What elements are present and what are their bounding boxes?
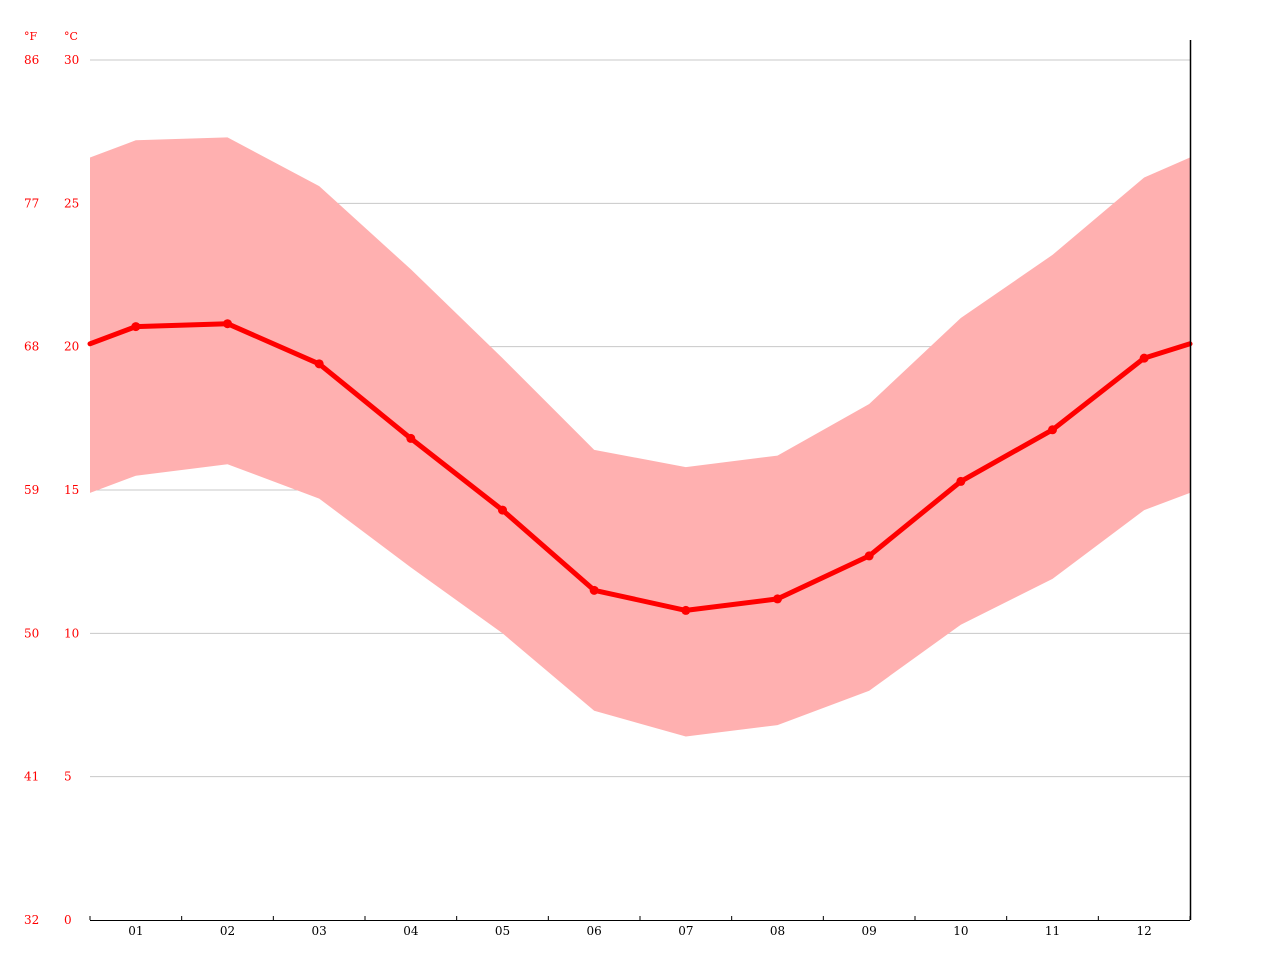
- x-tick-label-10: 10: [953, 924, 968, 938]
- x-tick-label-01: 01: [128, 924, 143, 938]
- mean-point-12: [1139, 353, 1149, 363]
- mean-point-01: [131, 322, 141, 332]
- y-tick-label-celsius: 10: [64, 626, 79, 640]
- mean-temperature-line: [87, 319, 1193, 615]
- y-tick-label-fahrenheit: 41: [24, 770, 39, 784]
- x-tick-label-06: 06: [587, 924, 602, 938]
- mean-point-05: [498, 505, 507, 515]
- y-tick-label-fahrenheit: 77: [24, 196, 39, 210]
- axes: [89, 40, 1192, 921]
- y-tick-label-celsius: 20: [64, 340, 79, 354]
- x-tick-label-04: 04: [403, 924, 419, 938]
- x-tick-label-03: 03: [312, 924, 327, 938]
- y-tick-label-fahrenheit: 68: [24, 340, 39, 354]
- y-tick-label-celsius: 5: [64, 770, 72, 784]
- y-tick-label-celsius: 30: [64, 53, 79, 67]
- mean-point-06: [589, 585, 599, 595]
- x-tick-label-08: 08: [770, 924, 785, 938]
- min-max-range-area: [90, 137, 1190, 737]
- y-tick-label-celsius: 0: [64, 913, 72, 927]
- y-tick-label-fahrenheit: 59: [24, 483, 39, 497]
- y-tick-label-fahrenheit: 32: [24, 913, 39, 927]
- mean-point-04: [406, 433, 416, 443]
- mean-point-10: [956, 476, 966, 486]
- mean-point-11: [1048, 425, 1057, 435]
- celsius-unit-label: °C: [64, 30, 78, 43]
- mean-point-09: [864, 551, 874, 561]
- x-tick-label-11: 11: [1045, 924, 1060, 938]
- y-tick-label-celsius: 15: [64, 483, 79, 497]
- x-tick-label-12: 12: [1137, 924, 1152, 938]
- x-tick-label-07: 07: [678, 924, 693, 938]
- fahrenheit-unit-label: °F: [24, 30, 38, 43]
- y-tick-label-fahrenheit: 86: [24, 53, 39, 67]
- temperature-range-band: [90, 137, 1190, 737]
- x-tick-label-09: 09: [862, 924, 877, 938]
- y-tick-label-celsius: 25: [64, 196, 79, 210]
- y-tick-label-fahrenheit: 50: [24, 626, 39, 640]
- x-tick-label-02: 02: [220, 924, 235, 938]
- x-tick-label-05: 05: [495, 924, 510, 938]
- mean-point-02: [223, 319, 232, 329]
- mean-line-path: [87, 321, 1193, 613]
- mean-point-03: [314, 359, 324, 369]
- axis-labels: °F °C 0 32 5 41 10 50 15 59 20 68 25 77 30 86 01 02 03 04…: [24, 30, 1152, 938]
- mean-point-08: [773, 594, 782, 604]
- mean-point-07: [681, 605, 691, 615]
